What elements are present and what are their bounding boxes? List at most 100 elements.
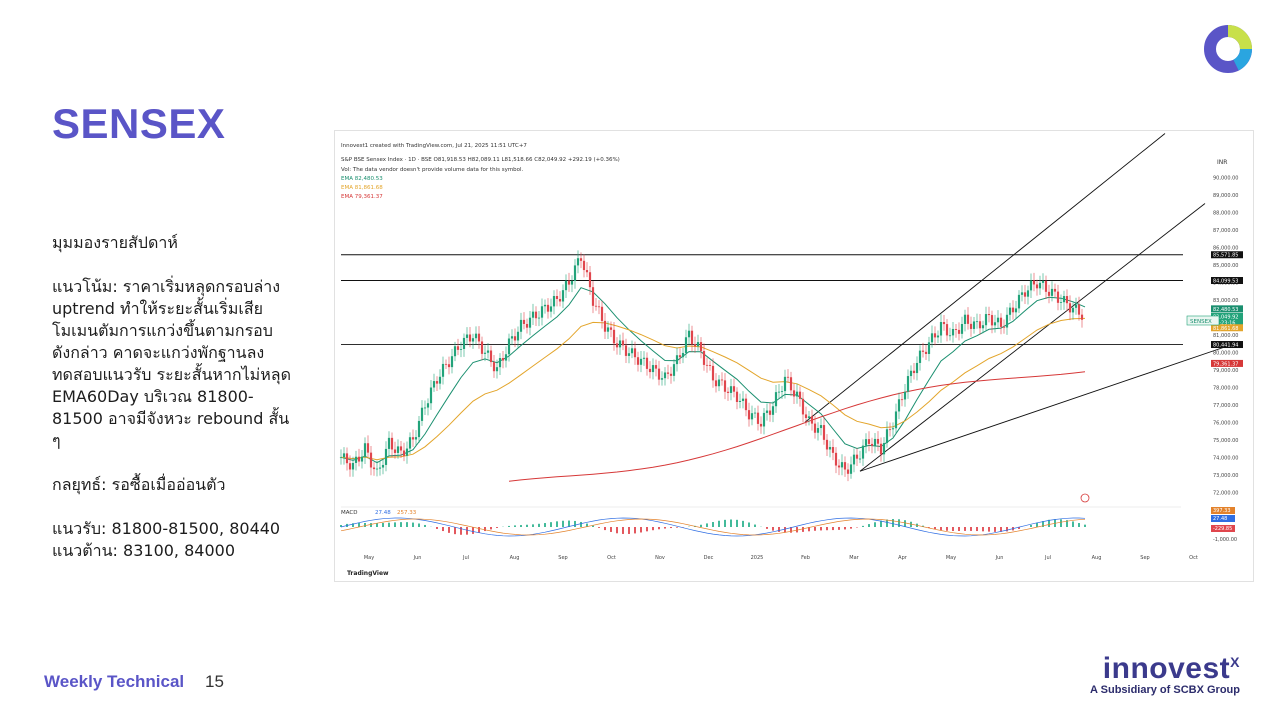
time-tick-label: Jun (995, 555, 1004, 561)
macd-histogram-bar (376, 523, 378, 527)
macd-histogram-bar (706, 523, 708, 527)
candle-body (636, 357, 640, 365)
price-tick-label: 78,000.00 (1213, 385, 1238, 391)
price-tag-label: 79,361.37 (1213, 361, 1238, 367)
macd-histogram-bar (718, 520, 720, 527)
trend-line: EMA60Day บริเวณ 81800- (52, 387, 254, 406)
candle-body (783, 376, 787, 392)
candle-body (630, 348, 634, 354)
candle-body (705, 364, 709, 366)
candle-body (411, 437, 415, 440)
candle-body (750, 413, 754, 420)
candle-body (393, 449, 397, 453)
candle-body (570, 280, 574, 285)
macd-histogram-bar (712, 522, 714, 527)
candle-body (990, 315, 994, 326)
candle-body (462, 337, 466, 349)
time-tick-label: Jun (413, 555, 422, 561)
trend-paragraph: แนวโน้ม: ราคาเริ่มหลุดกรอบล่าง uptrend ท… (52, 276, 320, 452)
trend-line: ทดสอบแนวรับ ระยะสั้นหากไม่หลุด (52, 365, 291, 384)
candle-body (480, 341, 484, 354)
candle-body (1050, 288, 1054, 296)
footer-title: Weekly Technical (44, 672, 185, 691)
candle-body (918, 350, 922, 363)
candle-body (468, 334, 472, 342)
macd-histogram-bar (340, 525, 342, 527)
macd-value-1: 27.48 (375, 510, 391, 516)
candle-body (765, 410, 769, 413)
macd-histogram-bar (652, 527, 654, 531)
strategy-text: กลยุทธ์: รอซื้อเมื่ออ่อนตัว (52, 475, 226, 494)
candle-body (738, 400, 742, 402)
macd-histogram-bar (580, 521, 582, 527)
macd-value-2: 257.33 (397, 510, 417, 516)
candle-body (780, 391, 784, 392)
candle-body (408, 437, 412, 449)
candle-body (837, 465, 841, 468)
candle-body (717, 379, 721, 387)
macd-histogram-bar (640, 527, 642, 533)
candle-body (1026, 290, 1030, 297)
candle-body (357, 456, 361, 462)
candle-body (438, 376, 442, 384)
candle-body (558, 299, 562, 302)
candle-body (804, 414, 808, 419)
candle-body (1011, 307, 1015, 313)
candle-body (648, 368, 652, 373)
candle-body (372, 467, 376, 470)
trend-line: โมเมนตัมการแกว่งขึ้นตามกรอบ (52, 321, 273, 340)
candle-body (1068, 303, 1072, 313)
candle-body (870, 443, 874, 446)
candle-body (894, 411, 898, 429)
macd-histogram-bar (874, 522, 876, 527)
macd-histogram-bar (766, 527, 768, 529)
candle-body (390, 437, 394, 450)
macd-histogram-bar (610, 527, 612, 532)
macd-histogram-bar (898, 519, 900, 527)
price-tag-label: 05:23:16 (1213, 321, 1235, 327)
candle-body (987, 314, 991, 316)
trend-line: ๆ (52, 431, 61, 450)
macd-histogram-bar (994, 527, 996, 532)
macd-axis-label: 27.48 (1213, 516, 1227, 522)
macd-histogram-bar (946, 527, 948, 531)
candle-body (969, 323, 973, 329)
candle-body (825, 439, 829, 450)
macd-histogram-bar (958, 527, 960, 532)
candle-body (861, 445, 865, 459)
candle-body (525, 323, 529, 328)
candle-body (729, 386, 733, 393)
candle-body (849, 464, 853, 474)
candle-body (693, 344, 697, 347)
slide-title: SENSEX (52, 100, 226, 147)
candle-body (432, 381, 436, 388)
price-tag-box (1211, 277, 1243, 285)
macd-histogram-bar (742, 520, 744, 527)
candle-body (909, 370, 913, 377)
macd-histogram-bar (970, 527, 972, 531)
candle-body (597, 306, 601, 308)
macd-histogram-bar (748, 522, 750, 527)
candle-body (381, 464, 385, 468)
price-tick-label: 76,000.00 (1213, 420, 1238, 426)
candle-body (429, 387, 433, 404)
macd-histogram-bar (424, 524, 426, 527)
candle-body (534, 311, 538, 319)
analysis-panel: มุมมองรายสัปดาห์ แนวโน้ม: ราคาเริ่มหลุดก… (52, 232, 320, 562)
candle-body (828, 447, 832, 450)
macd-histogram-bar (646, 527, 648, 532)
candle-body (651, 365, 655, 373)
price-tag-box (1211, 251, 1243, 259)
candle-body (876, 438, 880, 444)
candle-body (834, 452, 838, 466)
macd-histogram-bar (802, 527, 804, 532)
macd-histogram-bar (460, 527, 462, 535)
candle-body (810, 416, 814, 424)
candle-body (345, 453, 349, 464)
macd-histogram-bar (418, 523, 420, 527)
candle-body (612, 329, 616, 344)
tradingview-chart[interactable]: Innovest1 created with TradingView.com, … (334, 130, 1254, 582)
macd-histogram-bar (1060, 519, 1062, 527)
macd-histogram-bar (370, 523, 372, 527)
candle-body (435, 381, 439, 384)
